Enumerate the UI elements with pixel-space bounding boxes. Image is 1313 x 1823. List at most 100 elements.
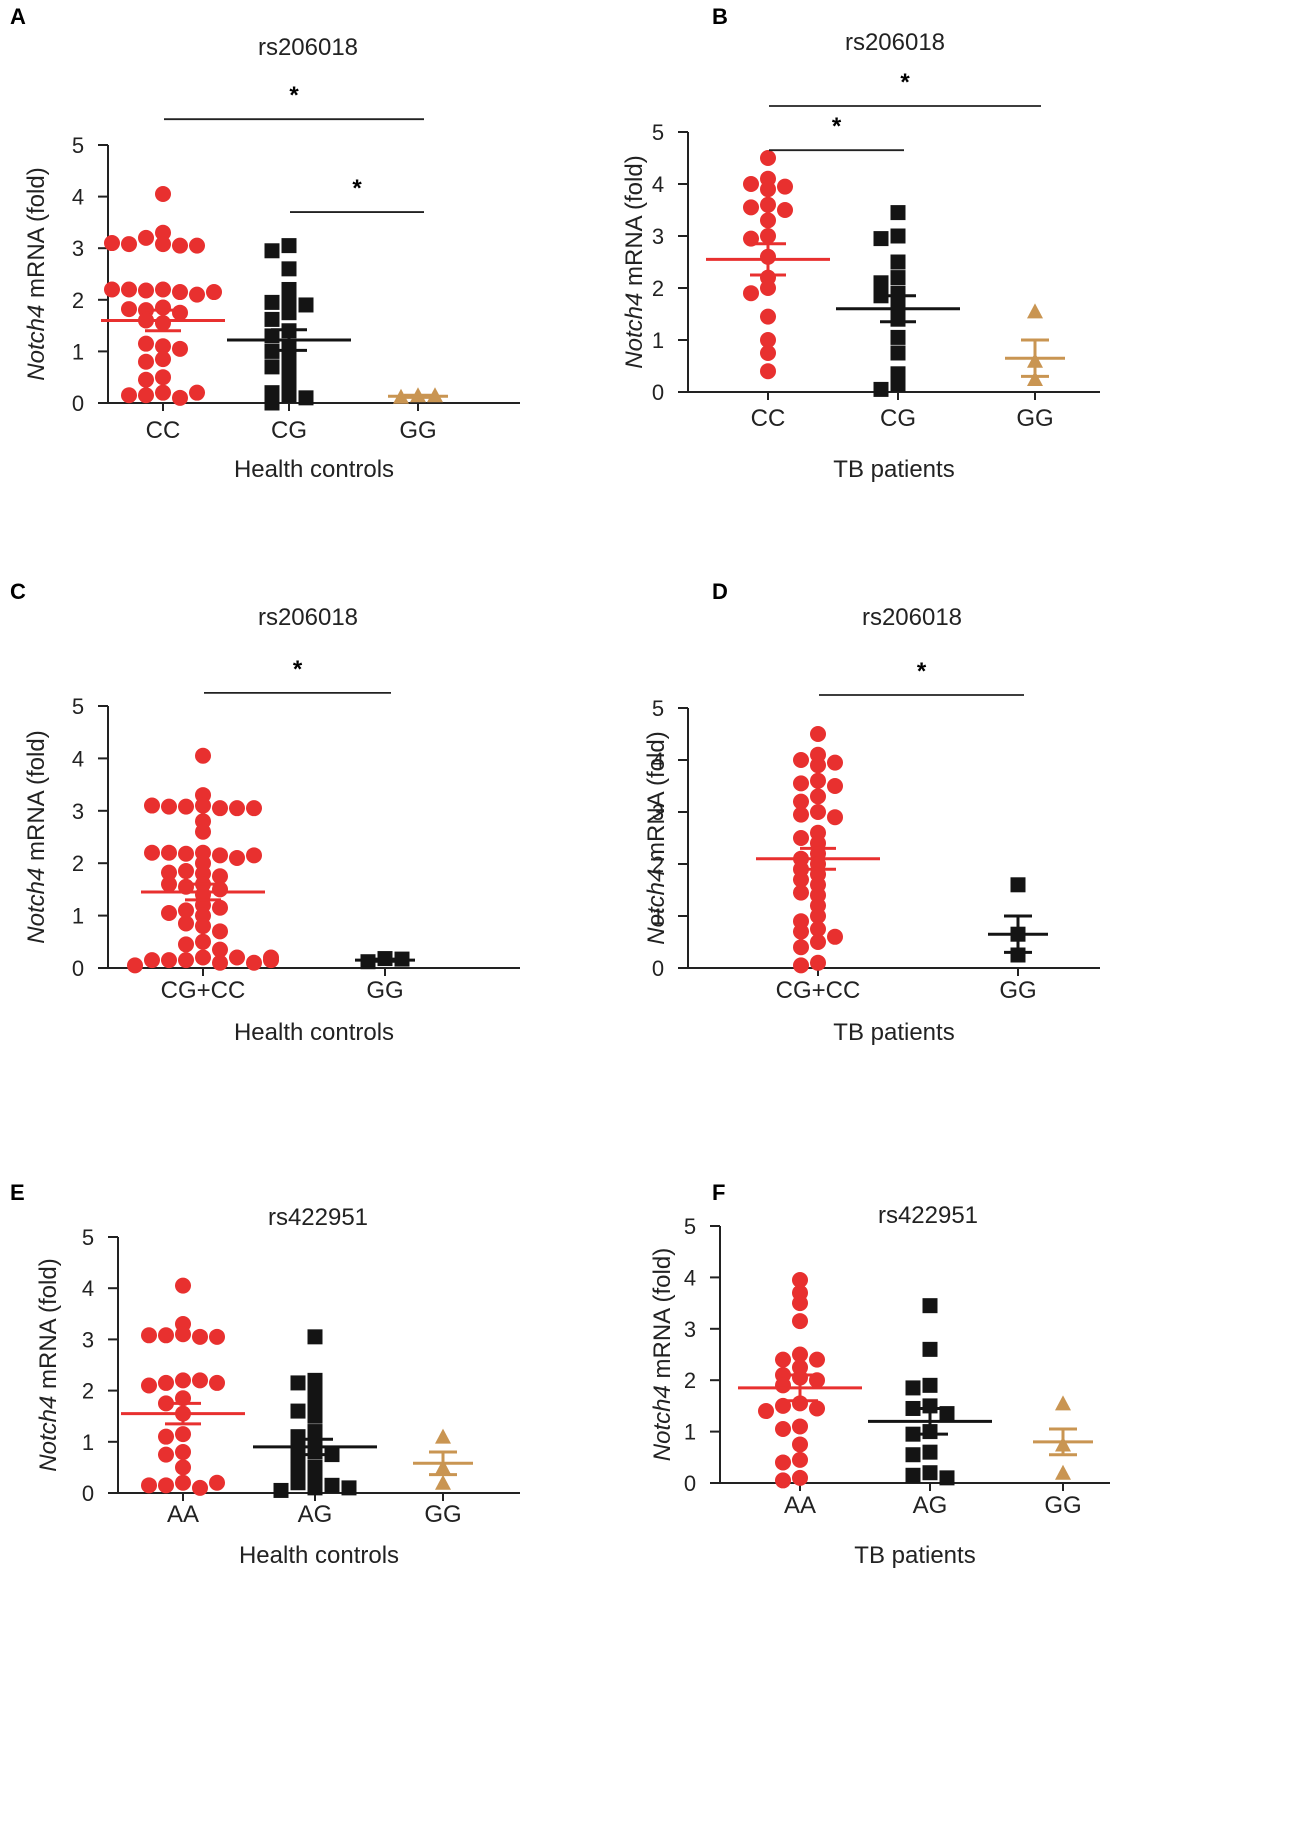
y-axis-label-gene: Notch4 <box>23 305 50 381</box>
y-tick-label: 1 <box>684 1420 696 1445</box>
category-label-gg: GG <box>399 417 436 444</box>
y-tick-label: 1 <box>82 1430 94 1455</box>
data-point-aa <box>209 1328 225 1345</box>
data-point-cg-cc <box>144 844 160 861</box>
chart-title-f: rs422951 <box>878 1202 978 1229</box>
data-point-aa <box>141 1477 157 1494</box>
category-label-ag: AG <box>298 1501 333 1528</box>
category-label-gg: GG <box>999 977 1036 1004</box>
data-point-cg-cc <box>161 904 177 921</box>
data-point-cg-cc <box>178 915 194 932</box>
data-point-cc <box>760 363 776 380</box>
data-point-cg <box>890 329 906 345</box>
data-point-cg <box>890 376 906 392</box>
data-point-cc <box>760 228 776 244</box>
data-point-cg-cc <box>212 941 228 958</box>
y-tick-label: 5 <box>652 120 664 145</box>
data-point-cc <box>155 351 171 368</box>
data-point-aa <box>792 1451 808 1468</box>
data-point-cg-cc <box>827 928 843 945</box>
data-point-cg <box>264 243 280 259</box>
data-point-aa <box>775 1454 791 1471</box>
y-axis-label-unit: mRNA (fold) <box>23 730 50 867</box>
y-tick-label: 4 <box>684 1265 696 1290</box>
data-point-cg-cc <box>144 797 160 814</box>
data-point-cc <box>760 280 776 296</box>
data-point-cg-cc <box>793 884 809 901</box>
data-point-cc <box>121 301 137 318</box>
data-point-ag <box>922 1377 938 1393</box>
y-axis-label-f: Notch4 mRNA (fold) <box>649 1248 676 1461</box>
data-point-cg-cc <box>246 954 262 971</box>
data-point-cg-cc <box>793 793 809 810</box>
data-point-aa <box>192 1372 208 1389</box>
data-point-aa <box>141 1327 157 1344</box>
y-axis-label-d: Notch4 mRNA (fold) <box>643 731 670 944</box>
data-point-cg-cc <box>195 747 211 764</box>
y-axis-label-a: Notch4 mRNA (fold) <box>23 167 50 380</box>
data-point-ag <box>905 1447 921 1463</box>
data-point-aa <box>792 1436 808 1453</box>
data-point-cc <box>760 212 776 229</box>
y-tick-label: 2 <box>652 852 664 877</box>
data-point-cg-cc <box>246 847 262 864</box>
data-point-cg-cc <box>793 752 809 768</box>
data-point-cc <box>760 345 776 361</box>
data-point-cc <box>155 369 171 386</box>
data-point-aa <box>792 1271 808 1288</box>
data-point-cg-cc <box>827 809 843 826</box>
data-point-cg-cc <box>178 798 194 815</box>
data-point-cc <box>138 282 154 299</box>
data-point-cc <box>760 308 776 325</box>
y-axis-label-c: Notch4 mRNA (fold) <box>23 730 50 943</box>
y-tick-label: 0 <box>72 956 84 981</box>
data-point-ag <box>273 1482 289 1498</box>
data-point-gg <box>1010 877 1026 893</box>
data-point-ag <box>290 1375 306 1391</box>
y-axis-label-unit: mRNA (fold) <box>621 155 648 292</box>
significance-star: * <box>352 175 362 202</box>
data-point-aa <box>758 1403 774 1420</box>
data-point-cg-cc <box>195 797 211 814</box>
data-point-aa <box>175 1474 191 1491</box>
chart-title-c: rs206018 <box>258 604 358 631</box>
data-point-cc <box>743 285 759 302</box>
y-axis-label-unit: mRNA (fold) <box>35 1258 62 1395</box>
category-label-aa: AA <box>167 1501 199 1528</box>
data-point-cc <box>172 340 188 357</box>
data-point-cg <box>281 238 297 254</box>
data-point-aa <box>792 1469 808 1486</box>
data-point-cg <box>298 297 314 313</box>
y-axis-label-unit: mRNA (fold) <box>23 167 50 304</box>
data-point-aa <box>192 1328 208 1345</box>
data-point-cg-cc <box>161 864 177 881</box>
category-label-aa: AA <box>784 1492 816 1519</box>
significance-star: * <box>900 69 910 96</box>
data-point-cg-cc <box>178 936 194 953</box>
data-point-cg-cc <box>195 949 211 966</box>
data-point-cc <box>155 224 171 241</box>
data-point-cg <box>264 395 280 411</box>
data-point-cc <box>743 176 759 192</box>
category-label-gg: GG <box>1044 1492 1081 1519</box>
y-axis-label-b: Notch4 mRNA (fold) <box>621 155 648 368</box>
data-point-cg-cc <box>195 823 211 840</box>
data-point-ag <box>922 1298 938 1314</box>
data-point-cg-cc <box>793 871 809 888</box>
data-point-cc <box>777 202 793 218</box>
data-point-aa <box>775 1377 791 1394</box>
data-point-cc <box>155 236 171 253</box>
data-point-cg-cc <box>161 798 177 815</box>
panel-label-e: E <box>10 1180 25 1205</box>
data-point-cg <box>890 254 906 270</box>
data-point-aa <box>141 1377 157 1394</box>
data-point-cc <box>121 236 137 253</box>
data-point-cc <box>155 186 171 203</box>
data-point-cg-cc <box>161 876 177 893</box>
data-point-cc <box>760 181 776 198</box>
data-point-cg-cc <box>212 868 228 885</box>
data-point-cg <box>264 311 280 327</box>
data-point-gg <box>1055 1395 1071 1411</box>
data-point-ag <box>905 1380 921 1396</box>
y-tick-label: 4 <box>652 172 664 197</box>
